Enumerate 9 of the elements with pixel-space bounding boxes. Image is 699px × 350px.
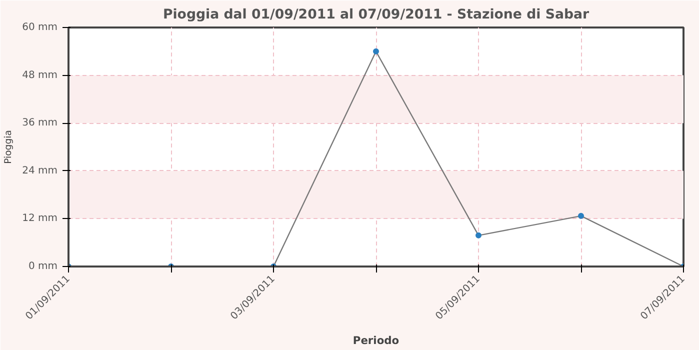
y-tick-label: 48 mm <box>22 70 58 81</box>
x-axis-title: Periodo <box>352 334 400 348</box>
y-tick-label: 60 mm <box>22 22 58 33</box>
y-axis-title: Pioggia <box>3 130 14 164</box>
y-tick-label: 24 mm <box>22 165 58 176</box>
y-tick-label: 36 mm <box>22 118 58 129</box>
chart-title: Pioggia dal 01/09/2011 al 07/09/2011 - Stazione di Sabar <box>162 8 590 22</box>
y-tick-label: 0 mm <box>28 261 58 272</box>
y-tick-label: 12 mm <box>22 213 58 224</box>
